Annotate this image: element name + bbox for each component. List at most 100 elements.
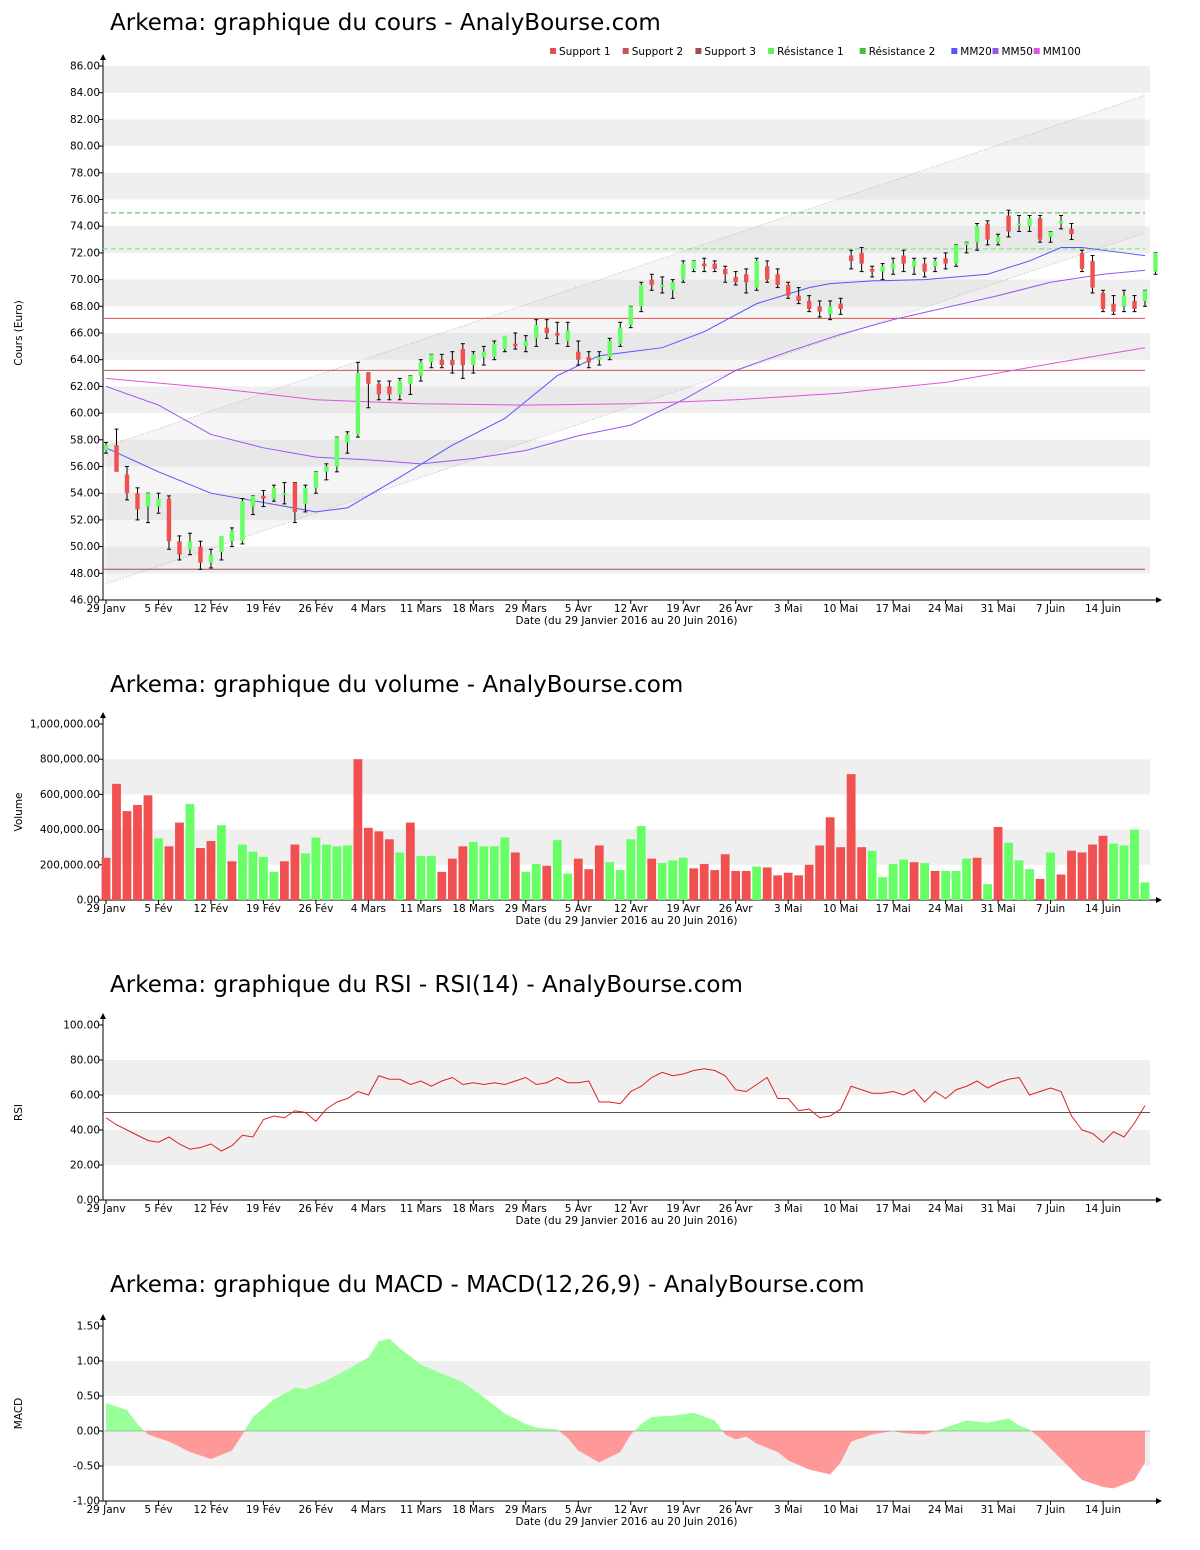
legend-label: Résistance 1 (777, 46, 844, 58)
volume-bar (825, 817, 835, 900)
volume-bar (196, 848, 205, 900)
candle-body (334, 437, 340, 467)
candle-body (471, 354, 476, 366)
volume-bar (447, 858, 457, 900)
volume-panel: Arkema: graphique du volume - AnalyBours… (0, 660, 1200, 940)
macd-negative-area (106, 1431, 1145, 1489)
volume-bar (363, 827, 373, 900)
volume-x-tick-label: 18 Mars (452, 903, 494, 915)
volume-bar (143, 795, 153, 900)
volume-bar (1140, 882, 1150, 900)
rsi-y-axis-title: RSI (13, 1104, 25, 1121)
price-y-tick-label: 82.00 (70, 114, 100, 126)
volume-bar (1109, 843, 1118, 900)
price-x-tick-label: 12 Fév (194, 603, 229, 615)
macd-x-tick-label: 24 Mai (928, 1504, 963, 1516)
volume-bar (951, 870, 961, 900)
candle-body (597, 357, 602, 360)
macd-y-tick-label: 1.50 (77, 1321, 100, 1333)
candle-body (1048, 231, 1053, 237)
price-x-tick-label: 31 Mai (981, 603, 1016, 615)
candle-body (670, 282, 675, 291)
price-x-axis-arrow (1156, 597, 1162, 603)
volume-x-tick-label: 12 Fév (194, 903, 229, 915)
macd-x-tick-label: 12 Fév (194, 1504, 229, 1516)
candle-body (376, 383, 382, 395)
macd-y-tick-label: 1.00 (77, 1356, 100, 1368)
candle-body (282, 493, 287, 496)
candle-body (838, 303, 843, 309)
candle-body (911, 260, 917, 267)
price-grid-band (103, 66, 1150, 93)
price-x-tick-label: 19 Avr (666, 603, 700, 615)
volume-bar (1046, 852, 1055, 900)
volume-bar (699, 863, 709, 900)
rsi-x-tick-label: 29 Mars (505, 1203, 547, 1215)
price-grid-band (103, 439, 1150, 467)
candle-body (953, 244, 959, 264)
volume-bar (752, 866, 762, 900)
macd-grid-band (103, 1361, 1150, 1396)
rsi-line (105, 1068, 1146, 1152)
candle-body (796, 295, 801, 301)
price-y-tick-label: 64.00 (70, 354, 100, 366)
volume-bar (930, 870, 940, 900)
candle-body (691, 260, 696, 269)
volume-x-tick-label: 7 Juin (1036, 903, 1065, 915)
volume-bar (741, 870, 751, 900)
series-mm100 (105, 347, 1146, 406)
candle-body (124, 474, 130, 494)
rsi-x-tick-label: 19 Avr (666, 1203, 700, 1215)
candle-body (271, 487, 277, 499)
candle-body (1121, 295, 1127, 307)
price-x-tick-label: 10 Mai (823, 603, 858, 615)
volume-bar (133, 804, 142, 900)
volume-bar (458, 846, 468, 900)
volume-bar (154, 838, 163, 900)
series-mm50 (105, 269, 1146, 465)
rsi-x-tick-label: 7 Juin (1036, 1203, 1065, 1215)
price-grid-band (103, 119, 1150, 147)
volume-bar (384, 839, 394, 900)
volume-bar (500, 837, 510, 900)
legend-swatch (768, 48, 775, 54)
candle-body (292, 482, 298, 512)
candle-body (145, 493, 151, 507)
candle-body (502, 335, 508, 350)
volume-bar (290, 844, 300, 900)
candle-body (932, 260, 938, 267)
price-x-tick-label: 4 Mars (351, 603, 386, 615)
rsi-y-axis-arrow (100, 1013, 106, 1019)
macd-y-tick-label: 0.00 (77, 1426, 100, 1438)
legend-swatch (1033, 48, 1040, 54)
candle-body (775, 274, 780, 285)
volume-bar (1130, 829, 1139, 900)
volume-y-tick-label: 600,000.00 (40, 789, 100, 801)
macd-x-tick-label: 31 Mai (981, 1504, 1016, 1516)
volume-y-tick-label: 0.00 (77, 895, 100, 907)
volume-bar (878, 877, 888, 900)
volume-x-tick-label: 19 Fév (246, 903, 281, 915)
volume-bar (573, 858, 583, 900)
volume-bar (972, 857, 982, 900)
volume-bar (353, 759, 363, 900)
rsi-x-tick-label: 26 Fév (298, 1203, 333, 1215)
legend-label: Support 3 (704, 46, 756, 58)
volume-bar (552, 840, 562, 900)
volume-bar (280, 861, 289, 900)
volume-x-tick-label: 29 Janv (86, 903, 125, 915)
candle-body (387, 386, 392, 395)
volume-bar (300, 853, 310, 900)
price-chart-title: Arkema: graphique du cours - AnalyBourse… (110, 10, 661, 36)
candle-body (628, 306, 633, 325)
candle-body (1153, 252, 1158, 272)
volume-bar (185, 804, 195, 900)
candle-body (1142, 290, 1148, 301)
price-x-tick-label: 19 Fév (246, 603, 281, 615)
candle-body (366, 373, 371, 384)
price-y-tick-label: 66.00 (70, 328, 100, 340)
candle-body (1037, 218, 1043, 240)
candle-body (964, 242, 969, 245)
volume-x-tick-label: 5 Avr (565, 903, 593, 915)
candle-body (1079, 252, 1085, 269)
